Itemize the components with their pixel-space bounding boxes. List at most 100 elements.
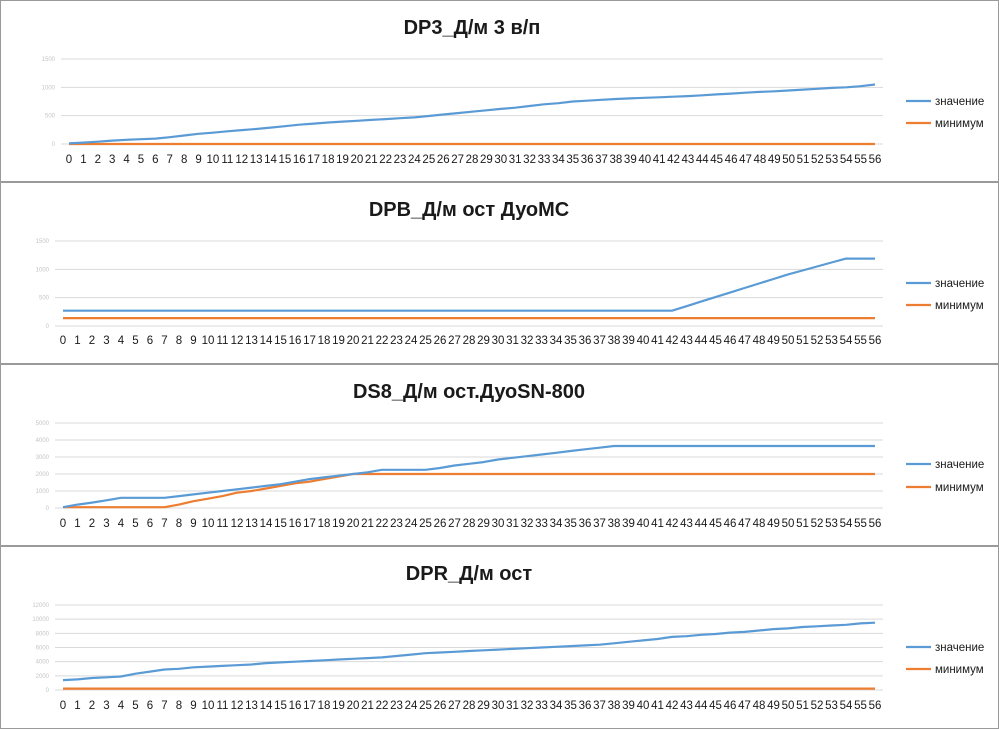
x-tick-label: 56 xyxy=(869,700,882,712)
x-tick-label: 45 xyxy=(710,154,723,166)
x-tick-label: 37 xyxy=(593,700,606,712)
x-tick-label: 18 xyxy=(318,700,331,712)
x-tick-label: 41 xyxy=(651,700,664,712)
y-tick-label: 3000 xyxy=(36,455,50,461)
x-tick-label: 26 xyxy=(434,518,447,530)
x-tick-label: 10 xyxy=(202,335,215,347)
x-tick-label: 11 xyxy=(217,335,229,347)
y-tick-label: 1500 xyxy=(42,57,56,63)
x-tick-label: 49 xyxy=(767,700,780,712)
x-tick-label: 14 xyxy=(264,154,277,166)
y-tick-label: 12000 xyxy=(32,603,49,609)
y-tick-label: 1000 xyxy=(36,267,50,273)
x-tick-label: 48 xyxy=(753,335,766,347)
x-tick-label: 12 xyxy=(231,700,244,712)
x-tick-label: 43 xyxy=(680,335,693,347)
x-tick-label: 49 xyxy=(768,154,781,166)
x-tick-label: 0 xyxy=(60,335,66,347)
x-tick-label: 22 xyxy=(376,700,389,712)
x-tick-label: 15 xyxy=(274,335,287,347)
x-tick-label: 40 xyxy=(637,700,650,712)
x-tick-label: 19 xyxy=(336,154,349,166)
x-tick-label: 38 xyxy=(610,154,623,166)
x-tick-label: 54 xyxy=(840,154,853,166)
series-line-0 xyxy=(63,257,875,312)
x-tick-label: 9 xyxy=(195,154,201,166)
x-tick-label: 25 xyxy=(419,335,432,347)
x-tick-label: 32 xyxy=(523,154,536,166)
x-tick-label: 38 xyxy=(608,335,621,347)
y-tick-label: 2000 xyxy=(36,674,50,680)
x-tick-label: 12 xyxy=(231,335,244,347)
x-tick-label: 51 xyxy=(796,700,809,712)
y-tick-label: 1500 xyxy=(36,239,50,245)
x-tick-label: 42 xyxy=(666,700,679,712)
x-tick-label: 37 xyxy=(593,335,606,347)
x-tick-label: 55 xyxy=(854,518,867,530)
x-tick-label: 28 xyxy=(466,154,479,166)
x-tick-label: 44 xyxy=(696,154,709,166)
x-tick-label: 20 xyxy=(350,154,363,166)
x-tick-label: 23 xyxy=(390,700,403,712)
x-tick-label: 3 xyxy=(109,154,115,166)
x-tick-label: 23 xyxy=(394,154,407,166)
x-tick-label: 28 xyxy=(463,518,476,530)
x-tick-label: 29 xyxy=(477,335,490,347)
x-tick-label: 15 xyxy=(278,154,291,166)
x-tick-label: 17 xyxy=(303,700,316,712)
x-tick-label: 9 xyxy=(190,518,196,530)
x-tick-label: 18 xyxy=(318,335,331,347)
x-tick-label: 51 xyxy=(797,154,810,166)
series-line-1 xyxy=(63,472,875,509)
x-tick-label: 33 xyxy=(535,700,548,712)
x-tick-label: 0 xyxy=(60,700,66,712)
x-tick-label: 7 xyxy=(161,335,167,347)
x-tick-label: 14 xyxy=(260,700,273,712)
x-tick-label: 32 xyxy=(521,700,534,712)
x-tick-label: 47 xyxy=(739,154,752,166)
x-tick-label: 26 xyxy=(434,335,447,347)
legend-label: значение xyxy=(935,278,984,290)
x-tick-label: 54 xyxy=(840,700,853,712)
y-tick-label: 10000 xyxy=(32,617,49,623)
x-tick-label: 9 xyxy=(190,335,196,347)
x-tick-label: 25 xyxy=(419,700,432,712)
x-tick-label: 51 xyxy=(796,518,809,530)
x-tick-label: 32 xyxy=(521,335,534,347)
x-tick-label: 4 xyxy=(118,335,125,347)
x-tick-label: 6 xyxy=(152,154,158,166)
chart-title: DS8_Д/м ост.ДуоSN-800 xyxy=(353,381,585,403)
x-tick-label: 43 xyxy=(680,700,693,712)
x-tick-label: 53 xyxy=(825,700,838,712)
legend-label: минимум xyxy=(935,482,984,494)
legend-label: значение xyxy=(935,459,984,471)
x-tick-label: 16 xyxy=(293,154,306,166)
x-tick-label: 50 xyxy=(782,700,795,712)
x-tick-label: 2 xyxy=(89,518,95,530)
x-tick-label: 24 xyxy=(405,335,418,347)
x-tick-label: 35 xyxy=(564,518,577,530)
x-tick-label: 52 xyxy=(811,518,824,530)
x-tick-label: 4 xyxy=(118,700,125,712)
chart-ds8: DS8_Д/м ост.ДуоSN-8000100020003000400050… xyxy=(36,381,985,530)
x-tick-label: 42 xyxy=(666,335,679,347)
x-tick-label: 6 xyxy=(147,335,153,347)
x-tick-label: 1 xyxy=(74,700,80,712)
y-tick-label: 0 xyxy=(52,142,56,148)
x-tick-label: 22 xyxy=(376,335,389,347)
series-line-0 xyxy=(62,444,875,509)
x-tick-label: 17 xyxy=(307,154,320,166)
legend-label: минимум xyxy=(935,300,984,312)
x-tick-label: 43 xyxy=(681,154,694,166)
x-tick-label: 35 xyxy=(564,335,577,347)
x-tick-label: 37 xyxy=(595,154,608,166)
x-tick-label: 19 xyxy=(332,335,345,347)
x-tick-label: 52 xyxy=(811,335,824,347)
x-tick-label: 21 xyxy=(365,154,378,166)
chart-title: DP3_Д/м 3 в/п xyxy=(404,17,541,39)
x-tick-label: 27 xyxy=(448,335,461,347)
x-tick-label: 41 xyxy=(653,154,666,166)
x-tick-label: 23 xyxy=(390,518,403,530)
